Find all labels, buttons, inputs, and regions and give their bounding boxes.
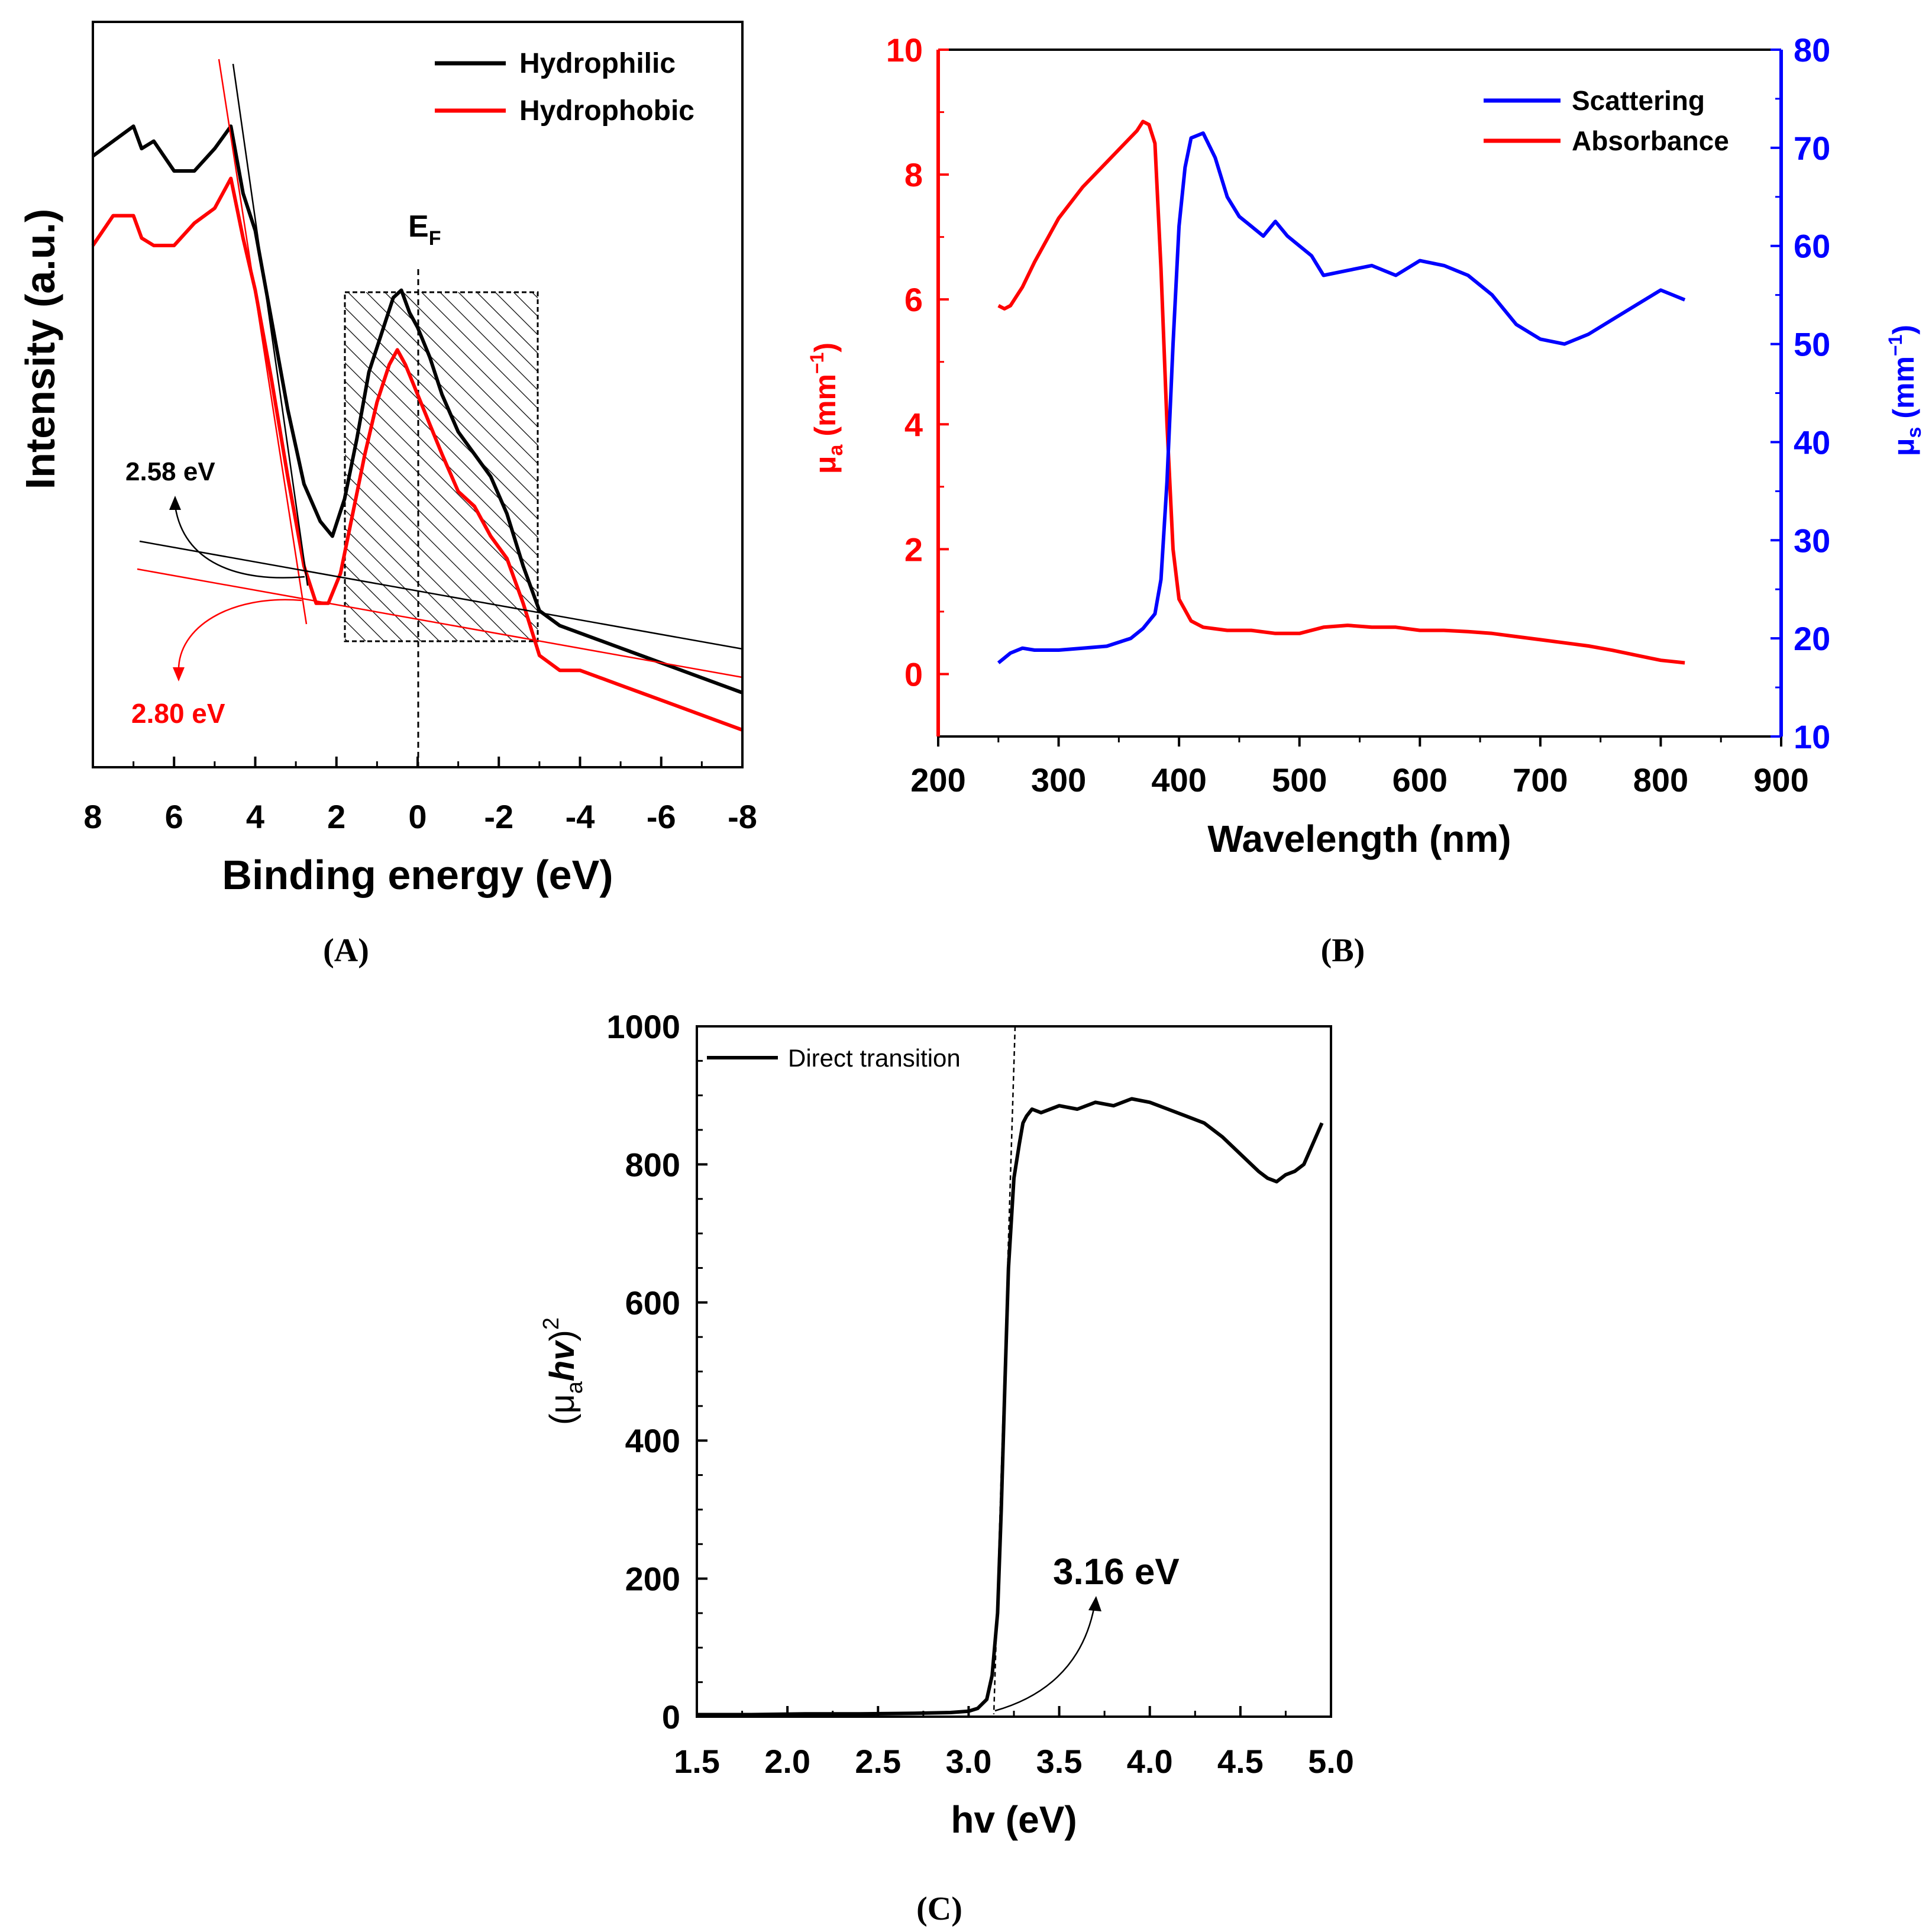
panel-a-x-tick-label: 4 [246,798,264,835]
panel-c-ticks: 1.5 2.0 2.5 3.0 3.5 4.0 4.5 5.0 0 200 400 600 800 100… [606,1008,1354,1780]
panel-b-x-tick-label: 200 [910,761,965,799]
panel-a: 8 6 4 2 0 -2 -4 -6 -8 Hydrophilic Hydrophobic EF… [17,21,757,969]
panel-c-panel-label: (C) [916,1891,962,1927]
panel-b-right-y-tick-label: 40 [1794,424,1830,461]
panel-a-series-hydrophilic [92,124,744,694]
panel-b-legend-label-scattering: Scattering [1572,85,1705,116]
panel-b-legend-label-absorbance: Absorbance [1572,125,1729,156]
panel-a-red-edge-arrow [177,599,302,672]
panel-b-x-tick-label: 800 [1633,761,1688,799]
panel-b-right-y-tick-label: 70 [1794,130,1830,167]
panel-b-x-tick-label: 300 [1031,761,1086,799]
panel-b-x-tick-label: 400 [1151,761,1206,799]
panel-c-y-tick-label: 600 [625,1284,680,1322]
panel-a-x-axis-label: Binding energy (eV) [222,852,613,898]
panel-a-red-baseline [137,568,743,679]
panel-a-x-tick-label: -8 [728,798,757,835]
panel-b-panel-label: (B) [1321,932,1365,969]
panel-b-left-y-tick-label: 10 [886,31,923,69]
panel-c-x-tick-label: 1.5 [674,1743,720,1780]
panel-c-edge-label: 3.16 eV [1053,1552,1180,1592]
panel-b-series-scattering [997,131,1686,664]
panel-b-left-y-tick-label: 4 [904,406,923,443]
panel-c-x-tick-label: 4.5 [1217,1743,1264,1780]
panel-c: 1.5 2.0 2.5 3.0 3.5 4.0 4.5 5.0 0 200 400 600 800 100… [539,1008,1354,1927]
panel-c-x-tick-label: 2.5 [855,1743,901,1780]
panel-a-fermi-label: EF [408,209,441,250]
panel-b-x-tick-label: 700 [1513,761,1568,799]
panel-c-y-axis-label: (μahv)2 [539,1317,587,1425]
panel-b-right-y-tick-label: 50 [1794,326,1830,363]
panel-c-x-tick-label: 2.0 [764,1743,810,1780]
panel-b-left-y-tick-label: 2 [904,531,923,568]
panel-b-x-tick-label: 900 [1753,761,1808,799]
panel-c-series-direct-transition [697,1097,1324,1717]
panel-b-x-tick-label: 600 [1393,761,1448,799]
panel-a-y-axis-label: Intensity (a.u.) [17,209,63,489]
panel-c-x-tick-label: 4.0 [1127,1743,1173,1780]
panel-c-x-tick-label: 3.5 [1036,1743,1083,1780]
panel-b-series-absorbance [997,119,1685,665]
panel-a-red-edge-label: 2.80 eV [131,698,225,729]
panel-a-series-group [91,124,744,732]
panel-b-series-group [997,119,1686,665]
panel-c-y-tick-label: 200 [625,1561,680,1598]
panel-a-x-tick-label: -4 [566,798,595,835]
panel-a-black-edge-arrowhead [169,496,181,510]
panel-b-x-axis-label: Wavelength (nm) [1207,818,1511,860]
panel-c-x-axis-label: hv (eV) [951,1798,1077,1841]
panel-a-red-edge-tangent [218,59,308,625]
panel-c-x-tick-label: 5.0 [1308,1743,1354,1780]
panel-b-right-y-tick-label: 30 [1794,522,1830,559]
panel-b-right-y-tick-label: 20 [1794,620,1830,657]
panel-c-edge-arrow [994,1605,1096,1712]
panel-b: 200 300 400 500 600 700 800 900 0 2 4 6 8 10 10 20 30 40 5… [806,31,1925,969]
panel-b-right-y-tick-label: 60 [1794,228,1830,265]
panel-c-y-tick-label: 0 [662,1698,680,1736]
panel-a-panel-label: (A) [323,932,369,969]
panel-c-edge-arrowhead [1088,1596,1101,1611]
panel-c-y-tick-label: 800 [625,1146,680,1183]
panel-b-right-y-axis-label: μs (mm−1) [1885,325,1925,456]
panel-a-black-edge-label: 2.58 eV [125,457,215,486]
panel-b-left-y-axis-label: μa (mm−1) [806,343,847,474]
panel-a-x-tick-label: 6 [165,798,183,835]
panel-b-right-y-tick-label: 80 [1794,31,1830,69]
panel-c-y-tick-label: 400 [625,1422,680,1459]
panel-a-red-edge-arrowhead [173,667,185,681]
panel-a-hatched-region [344,291,539,642]
panel-c-x-tick-label: 3.0 [945,1743,991,1780]
panel-a-legend-label-hydrophobic: Hydrophobic [519,95,694,127]
panel-c-legend-label: Direct transition [788,1044,961,1072]
panel-a-legend-label-hydrophilic: Hydrophilic [519,48,676,79]
panel-b-x-tick-label: 500 [1272,761,1327,799]
panel-a-x-tick-label: 2 [327,798,345,835]
panel-a-x-tick-label: -6 [647,798,676,835]
panel-a-series-hydrophobic [91,176,744,732]
panel-a-black-edge-arrow [174,505,305,579]
panel-b-right-y-tick-label: 10 [1794,718,1830,755]
panel-a-x-tick-label: 0 [408,798,427,835]
panel-a-black-baseline [139,540,743,650]
panel-b-left-y-tick-label: 0 [904,655,923,693]
panel-b-left-y-tick-label: 8 [904,156,923,193]
panel-a-black-edge-tangent [232,63,309,586]
panel-a-x-tick-label: -2 [484,798,513,835]
panel-b-ticks: 200 300 400 500 600 700 800 900 0 2 4 6 8 10 10 20 30 40 5… [886,31,1831,799]
panel-b-left-y-tick-label: 6 [904,281,923,318]
panel-c-axes-frame [696,1025,1332,1718]
panel-c-y-tick-label: 1000 [606,1008,680,1045]
panel-a-x-ticks: 8 6 4 2 0 -2 -4 -6 -8 [83,757,757,835]
panel-c-series-group [697,1097,1324,1717]
panel-a-x-tick-label: 8 [83,798,102,835]
